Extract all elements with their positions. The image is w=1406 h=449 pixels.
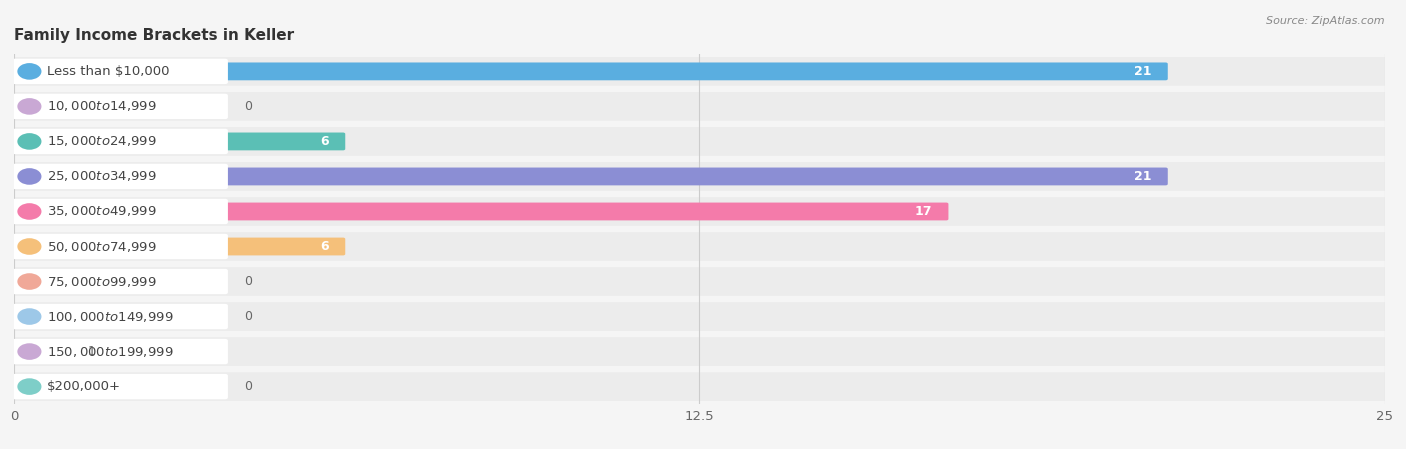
FancyBboxPatch shape: [11, 374, 228, 399]
Ellipse shape: [17, 379, 42, 395]
Text: 0: 0: [245, 310, 252, 323]
Ellipse shape: [17, 343, 42, 360]
Ellipse shape: [17, 203, 42, 220]
FancyBboxPatch shape: [13, 372, 1386, 401]
FancyBboxPatch shape: [11, 234, 228, 259]
Text: 17: 17: [915, 205, 932, 218]
Text: 6: 6: [321, 240, 329, 253]
Text: 0: 0: [245, 275, 252, 288]
Ellipse shape: [17, 308, 42, 325]
Text: 6: 6: [321, 135, 329, 148]
Text: $35,000 to $49,999: $35,000 to $49,999: [46, 204, 156, 219]
Text: $200,000+: $200,000+: [46, 380, 121, 393]
FancyBboxPatch shape: [11, 202, 949, 220]
FancyBboxPatch shape: [13, 197, 1386, 226]
Text: 0: 0: [245, 100, 252, 113]
Text: 1: 1: [89, 345, 96, 358]
Text: 21: 21: [1135, 65, 1152, 78]
Ellipse shape: [17, 273, 42, 290]
Text: $100,000 to $149,999: $100,000 to $149,999: [46, 309, 173, 324]
FancyBboxPatch shape: [13, 162, 1386, 191]
Text: $10,000 to $14,999: $10,000 to $14,999: [46, 99, 156, 114]
Text: $150,000 to $199,999: $150,000 to $199,999: [46, 344, 173, 359]
Text: $50,000 to $74,999: $50,000 to $74,999: [46, 239, 156, 254]
FancyBboxPatch shape: [11, 164, 228, 189]
Text: Source: ZipAtlas.com: Source: ZipAtlas.com: [1267, 16, 1385, 26]
Ellipse shape: [17, 168, 42, 185]
FancyBboxPatch shape: [11, 59, 228, 84]
FancyBboxPatch shape: [11, 132, 346, 150]
FancyBboxPatch shape: [13, 57, 1386, 86]
Text: $25,000 to $34,999: $25,000 to $34,999: [46, 169, 156, 184]
FancyBboxPatch shape: [11, 129, 228, 154]
Text: Family Income Brackets in Keller: Family Income Brackets in Keller: [14, 28, 294, 43]
FancyBboxPatch shape: [11, 304, 228, 329]
FancyBboxPatch shape: [13, 302, 1386, 331]
FancyBboxPatch shape: [11, 167, 1168, 185]
FancyBboxPatch shape: [11, 94, 228, 119]
Text: Less than $10,000: Less than $10,000: [46, 65, 170, 78]
FancyBboxPatch shape: [11, 238, 346, 255]
Ellipse shape: [17, 63, 42, 79]
FancyBboxPatch shape: [13, 127, 1386, 156]
FancyBboxPatch shape: [11, 339, 228, 364]
FancyBboxPatch shape: [11, 62, 1168, 80]
FancyBboxPatch shape: [13, 267, 1386, 296]
Text: $75,000 to $99,999: $75,000 to $99,999: [46, 274, 156, 289]
FancyBboxPatch shape: [13, 232, 1386, 261]
FancyBboxPatch shape: [13, 337, 1386, 366]
FancyBboxPatch shape: [11, 343, 72, 361]
Text: $15,000 to $24,999: $15,000 to $24,999: [46, 134, 156, 149]
FancyBboxPatch shape: [11, 199, 228, 224]
Ellipse shape: [17, 238, 42, 255]
Text: 0: 0: [245, 380, 252, 393]
Ellipse shape: [17, 133, 42, 150]
FancyBboxPatch shape: [11, 269, 228, 294]
FancyBboxPatch shape: [13, 92, 1386, 121]
Text: 21: 21: [1135, 170, 1152, 183]
Ellipse shape: [17, 98, 42, 114]
